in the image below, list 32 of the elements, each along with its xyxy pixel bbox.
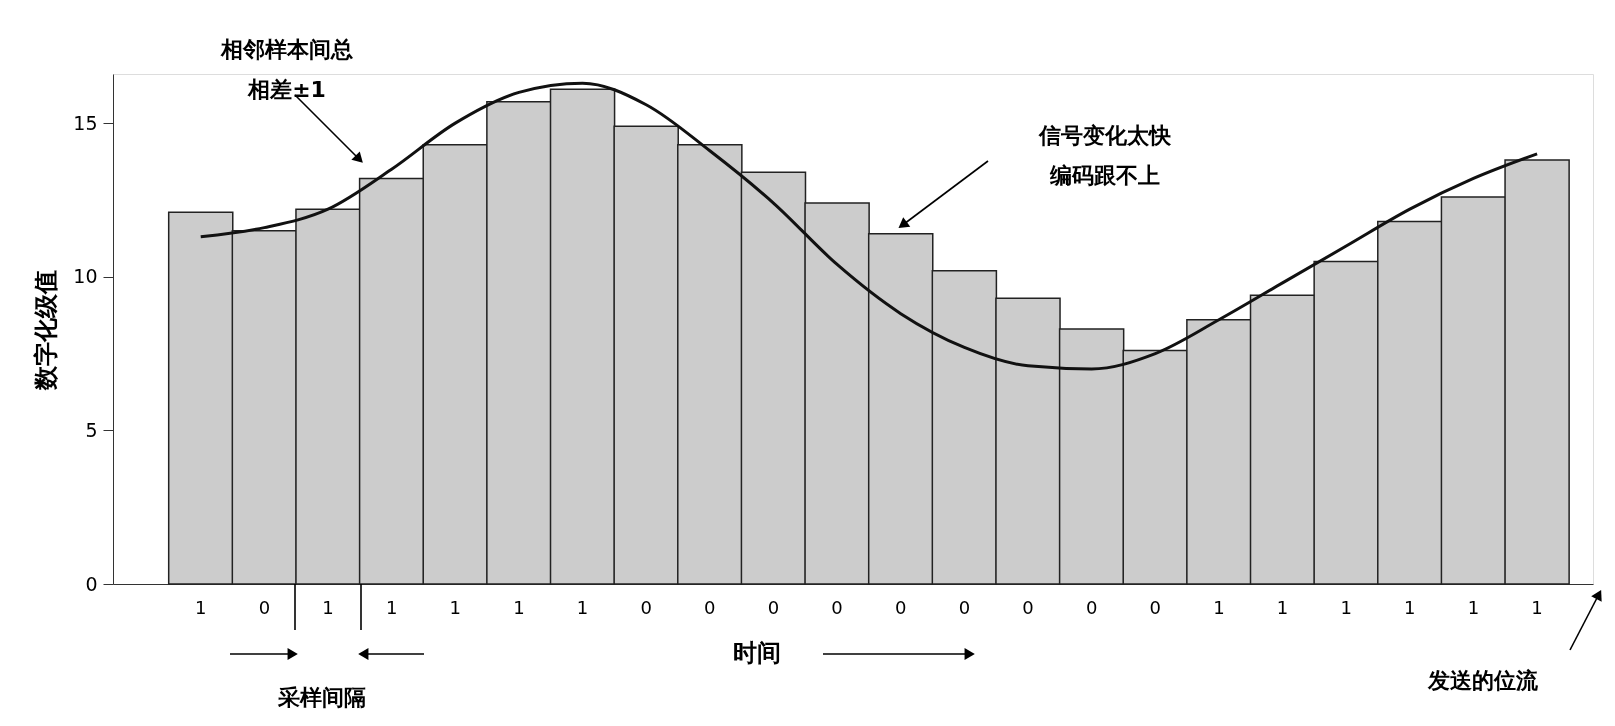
annotation: 信号变化太快编码跟不上 bbox=[1038, 123, 1172, 188]
x-tick-label: 0 bbox=[831, 597, 843, 618]
y-tick-label: 15 bbox=[73, 111, 98, 134]
x-tick-label: 1 bbox=[1467, 597, 1480, 618]
x-tick-label: 1 bbox=[1276, 597, 1289, 618]
x-tick-label: 1 bbox=[195, 597, 207, 618]
x-tick-label: 1 bbox=[1531, 597, 1543, 618]
y-tick-label: 5 bbox=[85, 418, 98, 441]
x-tick-label: 1 bbox=[1340, 597, 1352, 618]
y-tick-label: 0 bbox=[85, 572, 98, 595]
text: 发送的位流 bbox=[1427, 668, 1539, 693]
text: 采样间隔 bbox=[277, 685, 366, 710]
annotation: 相邻样本间总相差±1 bbox=[220, 37, 353, 102]
x-tick-label: 0 bbox=[704, 597, 716, 618]
x-axis-title: 时间 bbox=[733, 639, 781, 667]
x-tick-label: 0 bbox=[1085, 597, 1098, 618]
x-tick-label: 1 bbox=[1213, 597, 1225, 618]
x-tick-label: 1 bbox=[1404, 597, 1416, 618]
x-tick-label: 0 bbox=[958, 597, 971, 618]
x-tick-label: 1 bbox=[513, 597, 525, 618]
x-tick-label: 0 bbox=[1149, 597, 1161, 618]
x-tick-label: 0 bbox=[895, 597, 907, 618]
y-axis-title: 数字化级值 bbox=[32, 269, 61, 391]
x-tick-label: 1 bbox=[322, 597, 334, 618]
x-tick-label: 1 bbox=[576, 597, 589, 618]
x-tick-label: 0 bbox=[258, 597, 271, 618]
x-tick-label: 1 bbox=[449, 597, 461, 618]
x-tick-label: 0 bbox=[767, 597, 780, 618]
x-tick-label: 0 bbox=[640, 597, 652, 618]
x-tick-label: 1 bbox=[385, 597, 398, 618]
y-tick-label: 10 bbox=[73, 265, 98, 288]
x-tick-label: 0 bbox=[1022, 597, 1034, 618]
